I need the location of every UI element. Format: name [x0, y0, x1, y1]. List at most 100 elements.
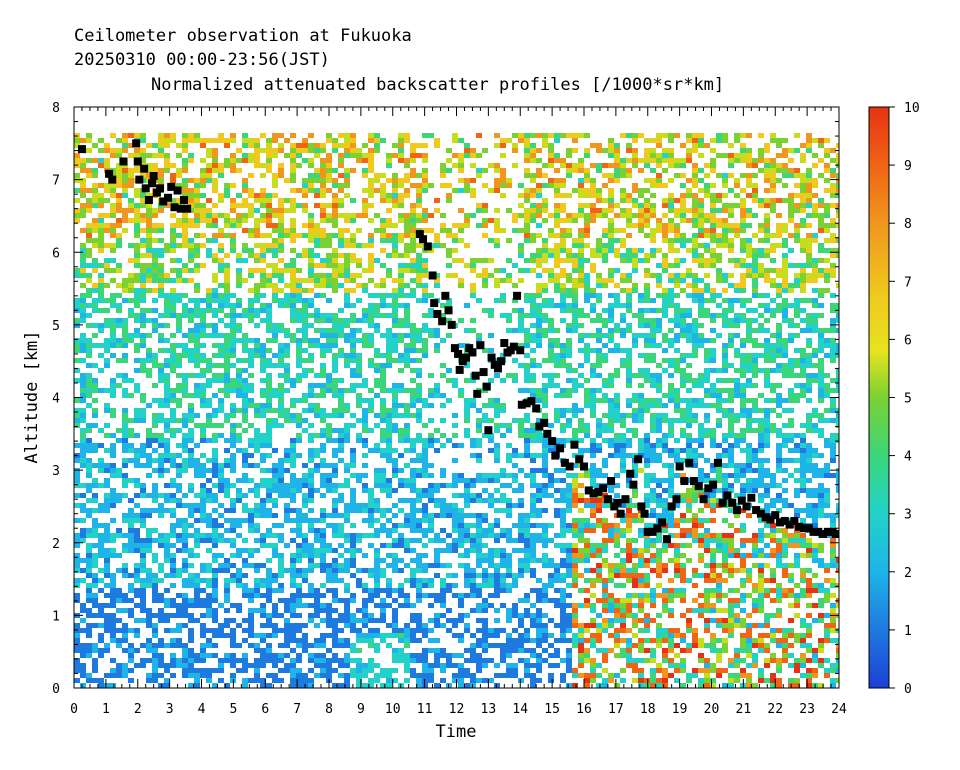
axis-ticks — [73, 106, 840, 689]
colorbar-tick-label: 3 — [904, 508, 912, 523]
cloud-base-point — [183, 204, 192, 213]
cloud-base-point — [814, 527, 823, 536]
cloud-base-point — [689, 477, 698, 486]
cloud-base-point — [509, 342, 518, 351]
cloud-base-point — [776, 518, 785, 527]
title-line-3: Normalized attenuated backscatter profil… — [151, 75, 724, 95]
cloud-base-point — [551, 451, 560, 460]
x-tick-label: 4 — [198, 702, 206, 717]
y-tick-label: 3 — [52, 464, 60, 479]
cloud-base-point — [156, 184, 165, 193]
cloud-base-point — [173, 186, 182, 195]
cloud-base-point — [565, 462, 574, 471]
cloud-base-point — [742, 502, 751, 511]
cloud-base-point — [487, 353, 496, 362]
cloud-base-point — [603, 495, 612, 504]
cloud-base-point — [438, 317, 447, 326]
cloud-base-point — [479, 368, 488, 377]
cloud-base-point — [447, 320, 456, 329]
y-tick-label: 5 — [52, 319, 60, 334]
cloud-base-point — [723, 491, 732, 500]
cloud-base-point — [473, 389, 482, 398]
cloud-base-point — [164, 193, 173, 202]
cloud-base-point — [454, 349, 463, 358]
cloud-base-point — [675, 462, 684, 471]
colorbar-tick-label: 5 — [904, 392, 912, 407]
cloud-base-point — [626, 469, 635, 478]
x-tick-label: 21 — [736, 702, 752, 717]
cloud-base-point — [795, 522, 804, 531]
x-tick-label: 3 — [166, 702, 174, 717]
colorbar-tick-label: 7 — [904, 275, 912, 290]
x-tick-label: 23 — [799, 702, 815, 717]
cloud-base-point — [517, 400, 526, 409]
cloud-base-point — [790, 516, 799, 525]
cloud-base-point — [484, 426, 493, 435]
cloud-base-point — [119, 157, 128, 166]
cloud-base-point — [613, 498, 622, 507]
x-tick-label: 6 — [261, 702, 269, 717]
x-tick-label: 2 — [134, 702, 142, 717]
colorbar-tick-label: 0 — [904, 682, 912, 697]
cloud-base-point — [621, 495, 630, 504]
cloud-base-point — [653, 524, 662, 533]
x-tick-label: 10 — [385, 702, 401, 717]
backscatter-heatmap — [74, 133, 839, 688]
cloud-base-point — [433, 309, 442, 318]
cloud-base-point — [699, 495, 708, 504]
x-tick-label: 8 — [325, 702, 333, 717]
cloud-base-point — [471, 371, 480, 380]
cloud-base-point — [133, 157, 142, 166]
cloud-base-point — [423, 242, 432, 251]
cloud-base-point — [570, 440, 579, 449]
cloud-base-point — [704, 484, 713, 493]
cloud-base-point — [634, 455, 643, 464]
cloud-base-point — [441, 291, 450, 300]
x-tick-label: 5 — [229, 702, 237, 717]
cloud-base-point — [532, 404, 541, 413]
cloud-base-series — [77, 139, 839, 544]
cloud-base-point — [516, 346, 525, 355]
cloud-base-point — [543, 429, 552, 438]
x-tick-label: 24 — [831, 702, 847, 717]
cloud-base-point — [809, 527, 818, 536]
x-tick-label: 7 — [293, 702, 301, 717]
cloud-base-point — [643, 527, 652, 536]
x-tick-label: 15 — [544, 702, 560, 717]
cloud-base-point — [465, 344, 474, 353]
colorbar-tick-label: 1 — [904, 624, 912, 639]
cloud-base-point — [629, 480, 638, 489]
cloud-base-point — [662, 535, 671, 544]
cloud-base-point — [785, 520, 794, 529]
y-tick-label: 8 — [52, 101, 60, 116]
cloud-base-point — [450, 344, 459, 353]
y-tick-label: 0 — [52, 682, 60, 697]
cloud-base-point — [540, 418, 549, 427]
cloud-base-point — [455, 365, 464, 374]
cloud-base-point — [513, 291, 522, 300]
cloud-base-point — [752, 506, 761, 515]
cloud-base-point — [419, 235, 428, 244]
cloud-base-point — [497, 357, 506, 366]
colorbar-tick-label: 9 — [904, 159, 912, 174]
cloud-base-point — [144, 195, 153, 204]
cloud-base-point — [771, 511, 780, 520]
cloud-base-point — [709, 480, 718, 489]
cloud-base-point — [159, 197, 168, 206]
cloud-base-point — [728, 498, 737, 507]
cloud-base-point — [594, 487, 603, 496]
cloud-base-point — [527, 397, 536, 406]
cloud-base-point — [733, 506, 741, 515]
colorbar-tick-label: 6 — [904, 333, 912, 348]
x-tick-label: 12 — [449, 702, 465, 717]
cloud-base-point — [831, 530, 839, 539]
cloud-base-point — [176, 204, 185, 213]
cloud-base-point — [756, 509, 765, 518]
cloud-base-point — [522, 399, 531, 408]
cloud-base-point — [607, 477, 616, 486]
cloud-base-point — [672, 495, 681, 504]
cloud-base-point — [599, 484, 608, 493]
colorbar-tick-label: 8 — [904, 217, 912, 232]
cloud-base-point — [761, 513, 770, 522]
cloud-base-point — [152, 188, 161, 197]
